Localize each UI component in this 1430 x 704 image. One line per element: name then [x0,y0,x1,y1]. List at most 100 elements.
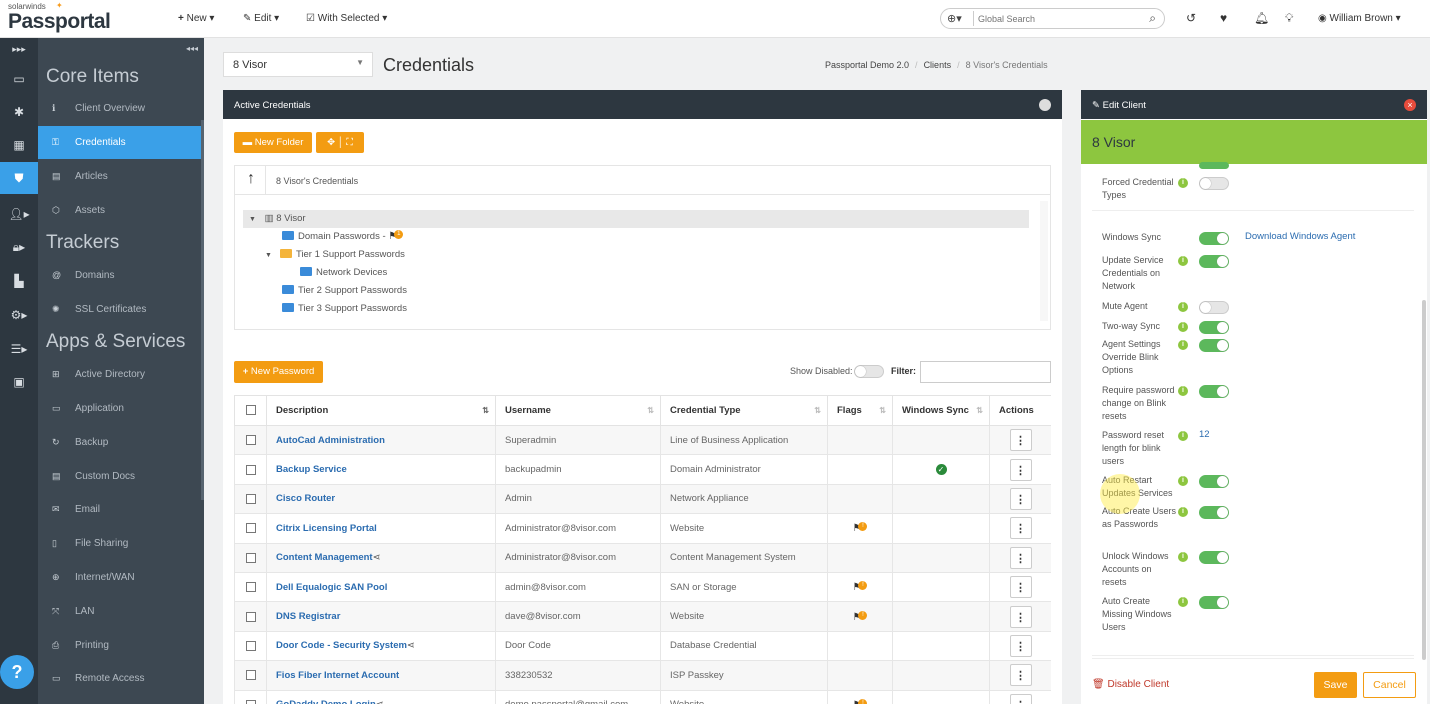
row-checkbox[interactable] [245,464,256,475]
credential-description[interactable]: DNS Registrar [276,611,341,623]
laptop-icon[interactable]: ▭ [13,72,25,86]
setting-toggle[interactable] [1199,255,1229,268]
row-actions-button[interactable]: ⋮ [1009,458,1032,481]
flag-icon[interactable]: ⚑ [852,523,862,535]
sidebar-item-remote-access[interactable]: ▭ Remote Access [38,662,201,695]
caret-down-icon[interactable]: ▼ [249,216,256,223]
shield-icon[interactable]: ⛊ [0,162,38,194]
table-row[interactable]: Dell Equalogic SAN Pool admin@8visor.com S… [234,571,1051,603]
sidebar-item-assets[interactable]: ⬡ Assets [38,194,201,227]
global-search-input[interactable] [973,11,1133,26]
cogs-icon[interactable]: ⚙︎▸ [10,308,28,322]
tree-scrollbar[interactable] [1040,201,1048,321]
download-windows-agent-link[interactable]: Download Windows Agent [1245,231,1356,242]
cancel-button[interactable]: Cancel [1363,672,1416,698]
description-cell[interactable]: Content Management⋖ [266,542,496,573]
table-row[interactable]: Door Code - Security System⋖ Door Code Dat… [234,630,1051,662]
flag-icon[interactable]: ⚑ [852,611,862,623]
credential-description[interactable]: Cisco Router [276,493,336,505]
breadcrumb-item[interactable]: Passportal Demo 2.0 [825,60,910,70]
description-cell[interactable]: Citrix Licensing Portal [266,513,496,544]
flag-icon[interactable]: ⚑ [853,700,862,704]
credential-description[interactable]: AutoCad Administration [276,434,385,446]
lightbulb-icon[interactable]: 💡︎ [1285,11,1294,25]
column-header-flags[interactable]: Flags ⇅ [827,395,893,426]
collapse-sidebar-icon[interactable]: ◂◂◂ [185,44,198,53]
sidebar-item-ssl-certificates[interactable]: ✺ SSL Certificates [38,293,201,326]
row-actions-button[interactable]: ⋮ [1009,664,1032,687]
panel-toggle-icon[interactable] [1039,99,1051,111]
info-icon[interactable]: i [1178,476,1188,486]
caret-down-icon[interactable]: ▼ [265,252,272,259]
column-header-username[interactable]: Username ⇅ [495,395,661,426]
table-row[interactable]: Cisco Router Admin Network Appliance ⋮ [234,483,1051,515]
credential-description[interactable]: Dell Equalogic SAN Pool [276,581,388,593]
table-row[interactable]: AutoCad Administration Superadmin Line of … [234,424,1051,456]
setting-toggle[interactable] [1199,232,1229,245]
globe-icon[interactable]: ⊕▾ [947,13,962,25]
info-icon[interactable]: i [1178,256,1188,266]
tree-node-root[interactable]: ▼ ▥ 8 Visor [243,210,1029,228]
passportal-logo[interactable]: solarwinds Passportal ✦ [8,1,111,33]
edit-menu[interactable]: ✎ Edit ▾ [243,13,280,24]
history-icon[interactable]: ↺ [1186,11,1197,25]
sidebar-item-domains[interactable]: @ Domains [38,259,201,292]
sidebar-scrollbar[interactable] [201,120,204,500]
sidebar-item-lan[interactable]: ⤧ LAN [38,595,201,628]
help-button[interactable]: ? [0,655,34,689]
sidebar-item-credentials[interactable]: ⚿ Credentials [38,126,201,159]
info-icon[interactable]: i [1178,431,1188,441]
sidebar-item-backup[interactable]: ↻ Backup [38,426,201,459]
close-icon[interactable]: × [1404,99,1416,111]
row-actions-button[interactable]: ⋮ [1009,546,1032,569]
row-actions-button[interactable]: ⋮ [1009,634,1032,657]
row-checkbox[interactable] [245,552,256,563]
up-arrow-icon[interactable]: ↑ [247,170,255,187]
row-checkbox[interactable] [245,640,256,651]
setting-toggle[interactable] [1199,506,1229,519]
sidebar-item-internet-wan[interactable]: ⊕ Internet/WAN [38,561,201,594]
list-icon[interactable]: ☰▸ [10,342,28,356]
sidebar-item-email[interactable]: ✉ Email [38,493,201,526]
with-selected-menu[interactable]: ☑ With Selected ▾ [306,13,388,24]
description-cell[interactable]: DNS Registrar [266,601,496,632]
table-row[interactable]: Content Management⋖ Administrator@8visor.… [234,542,1051,573]
setting-toggle[interactable] [1199,339,1229,352]
table-row[interactable]: Backup Service backupadmin Domain Administ… [234,454,1051,485]
edit-panel-scrollbar[interactable] [1422,300,1426,660]
description-cell[interactable]: Cisco Router [266,483,496,515]
new-menu[interactable]: + New ▾ [178,13,215,24]
info-icon[interactable]: i [1178,386,1188,396]
chart-icon[interactable]: ▙ [14,274,24,288]
description-cell[interactable]: AutoCad Administration [266,424,496,456]
expand-rail-icon[interactable]: ▸▸▸ [12,44,26,54]
description-cell[interactable]: Door Code - Security System⋖ [266,630,496,662]
select-all-checkbox[interactable] [245,405,256,416]
column-header-credential-type[interactable]: Credential Type ⇅ [660,395,828,426]
save-button[interactable]: Save [1314,672,1357,698]
tree-node-folder[interactable]: Network Devices [300,264,387,282]
setting-toggle[interactable] [1199,177,1229,190]
briefcase-icon[interactable]: ▣ [13,375,25,389]
breadcrumb-item[interactable]: Clients [923,60,952,70]
description-cell[interactable]: Dell Equalogic SAN Pool [266,571,496,603]
asterisk-icon[interactable]: ✱ [13,105,25,119]
setting-toggle[interactable] [1199,301,1229,314]
filter-input[interactable] [920,361,1051,383]
sidebar-item-file-sharing[interactable]: ▯ File Sharing [38,527,201,560]
search-icon[interactable]: ⌕ [1149,11,1156,25]
info-icon[interactable]: i [1178,507,1188,517]
info-icon[interactable]: i [1178,340,1188,350]
row-actions-button[interactable]: ⋮ [1009,693,1032,704]
row-actions-button[interactable]: ⋮ [1009,605,1032,628]
tree-node-folder[interactable]: Domain Passwords - ⚑1 [282,228,404,246]
credential-description[interactable]: Content Management [276,552,373,564]
sidebar-item-custom-docs[interactable]: ▤ Custom Docs [38,460,201,493]
row-actions-button[interactable]: ⋮ [1009,487,1032,510]
info-icon[interactable]: i [1178,302,1188,312]
setting-toggle[interactable] [1199,385,1229,398]
expand-all-icon[interactable]: ✥ [327,137,336,148]
table-row[interactable]: GoDaddy Demo Login⋖demo.passportal@gmail… [234,689,1051,704]
calculator-icon[interactable]: ▦ [13,138,25,152]
user-menu[interactable]: ◉ William Brown ▾ [1318,13,1401,24]
